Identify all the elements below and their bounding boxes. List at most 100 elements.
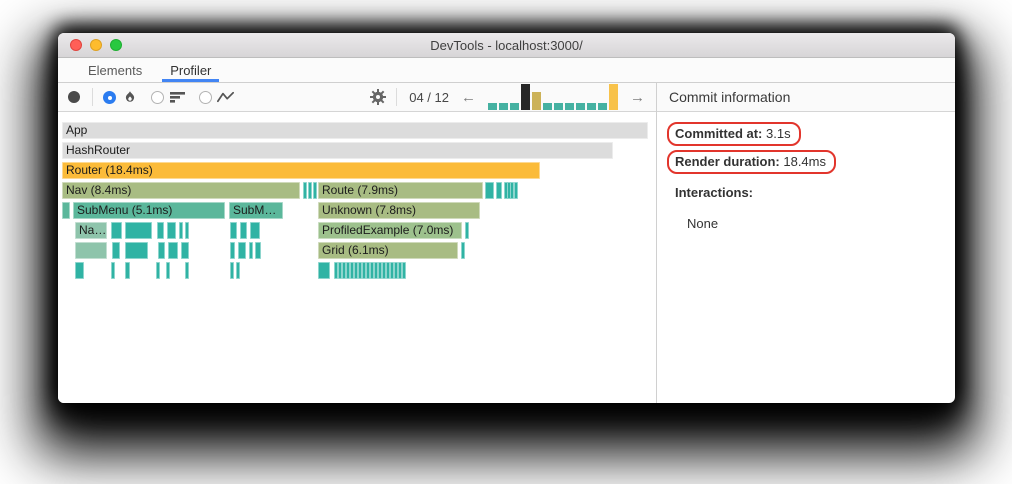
tab-profiler[interactable]: Profiler (156, 58, 225, 82)
close-button[interactable] (70, 39, 82, 51)
flame-bar[interactable] (398, 262, 402, 279)
flame-bar[interactable] (249, 242, 253, 259)
flame-bar-grid[interactable]: Grid (6.1ms) (318, 242, 458, 259)
flame-bar-na[interactable]: Na… (75, 222, 107, 239)
flame-bar[interactable] (485, 182, 494, 199)
flame-bar[interactable] (507, 182, 511, 199)
flame-bar[interactable] (382, 262, 386, 279)
flame-bar[interactable] (510, 182, 514, 199)
flame-bar[interactable] (354, 262, 358, 279)
flame-bar[interactable] (334, 262, 338, 279)
flame-bar[interactable] (75, 262, 84, 279)
flame-bar[interactable] (112, 242, 120, 259)
flame-bar[interactable] (125, 242, 148, 259)
flame-bar[interactable] (179, 222, 183, 239)
interactions-view-toggle[interactable] (199, 89, 234, 105)
commit-bar-12[interactable] (609, 84, 618, 110)
flame-bar[interactable] (514, 182, 518, 199)
commit-bar-5[interactable] (532, 92, 541, 110)
flame-bar[interactable] (62, 202, 70, 219)
flame-bar[interactable] (75, 242, 107, 259)
flame-bar-subm[interactable]: SubM… (229, 202, 283, 219)
prev-commit-button[interactable]: ← (461, 88, 476, 106)
flame-bar[interactable] (156, 262, 160, 279)
commit-bar-7[interactable] (554, 103, 563, 110)
flame-bar[interactable] (185, 262, 189, 279)
flame-bar[interactable] (358, 262, 362, 279)
interactions-icon[interactable] (217, 89, 234, 105)
flame-bar[interactable] (185, 222, 189, 239)
flame-bar[interactable] (158, 242, 165, 259)
flame-icon[interactable] (121, 89, 138, 105)
flame-bar[interactable] (318, 262, 330, 279)
flame-bar[interactable] (374, 262, 378, 279)
flame-bar[interactable] (390, 262, 394, 279)
flame-bar[interactable] (342, 262, 346, 279)
flame-bar-router[interactable]: Router (18.4ms) (62, 162, 540, 179)
flame-bar[interactable] (496, 182, 502, 199)
flame-bar[interactable] (362, 262, 366, 279)
flame-bar[interactable] (504, 182, 508, 199)
commit-bar-2[interactable] (499, 103, 508, 110)
flame-bar[interactable] (255, 242, 261, 259)
flame-bar[interactable] (236, 262, 240, 279)
flame-bar-profiledexample[interactable]: ProfiledExample (7.0ms) (318, 222, 462, 239)
flame-bar[interactable] (461, 242, 465, 259)
flame-bar-route[interactable]: Route (7.9ms) (318, 182, 483, 199)
flame-bar[interactable] (313, 182, 317, 199)
flame-bar[interactable] (181, 242, 189, 259)
flame-bar[interactable] (240, 222, 247, 239)
record-button[interactable] (68, 91, 80, 103)
commit-selector-chart[interactable] (488, 84, 618, 110)
next-commit-button[interactable]: → (630, 88, 645, 106)
flame-bar[interactable] (125, 262, 130, 279)
flame-bar[interactable] (465, 222, 469, 239)
flame-bar[interactable] (378, 262, 382, 279)
zoom-button[interactable] (110, 39, 122, 51)
flame-bar[interactable] (250, 222, 260, 239)
gear-icon[interactable] (369, 89, 386, 105)
flame-bar[interactable] (230, 222, 237, 239)
flame-bar[interactable] (111, 222, 122, 239)
flame-bar[interactable] (168, 242, 178, 259)
flame-bar[interactable] (350, 262, 354, 279)
flame-bar[interactable] (308, 182, 312, 199)
flame-bar-hashrouter[interactable]: HashRouter (62, 142, 613, 159)
flame-bar[interactable] (386, 262, 390, 279)
flame-bar-nav[interactable]: Nav (8.4ms) (62, 182, 300, 199)
ranked-icon[interactable] (169, 89, 186, 105)
flame-bar-app[interactable]: App (62, 122, 648, 139)
commit-bar-1[interactable] (488, 103, 497, 110)
commit-bar-4-selected[interactable] (521, 84, 530, 110)
commit-bar-11[interactable] (598, 103, 607, 110)
flamegraph-radio[interactable] (103, 90, 116, 104)
flame-bar[interactable] (157, 222, 164, 239)
ranked-view-toggle[interactable] (151, 89, 186, 105)
flame-bar[interactable] (238, 242, 246, 259)
minimize-button[interactable] (90, 39, 102, 51)
flame-bar[interactable] (370, 262, 374, 279)
commit-bar-8[interactable] (565, 103, 574, 110)
commit-bar-6[interactable] (543, 103, 552, 110)
tab-elements[interactable]: Elements (88, 62, 143, 78)
flame-bar[interactable] (111, 262, 115, 279)
flame-bar[interactable] (167, 222, 176, 239)
flame-bar-unknown[interactable]: Unknown (7.8ms) (318, 202, 480, 219)
ranked-radio[interactable] (151, 90, 164, 104)
flame-bar[interactable] (230, 262, 234, 279)
flame-bar[interactable] (125, 222, 152, 239)
commit-bar-3[interactable] (510, 103, 519, 110)
flame-bar[interactable] (366, 262, 370, 279)
flame-bar[interactable] (166, 262, 170, 279)
flame-chart[interactable]: App HashRouter Router (18.4ms) Nav (8.4ms) R… (58, 112, 656, 403)
interactions-radio[interactable] (199, 90, 212, 104)
flamegraph-view-toggle[interactable] (103, 89, 138, 105)
flame-bar[interactable] (230, 242, 235, 259)
flame-bar[interactable] (402, 262, 406, 279)
commit-bar-9[interactable] (576, 103, 585, 110)
flame-bar[interactable] (303, 182, 307, 199)
flame-bar[interactable] (338, 262, 342, 279)
flame-bar[interactable] (346, 262, 350, 279)
flame-bar[interactable] (394, 262, 398, 279)
commit-bar-10[interactable] (587, 103, 596, 110)
